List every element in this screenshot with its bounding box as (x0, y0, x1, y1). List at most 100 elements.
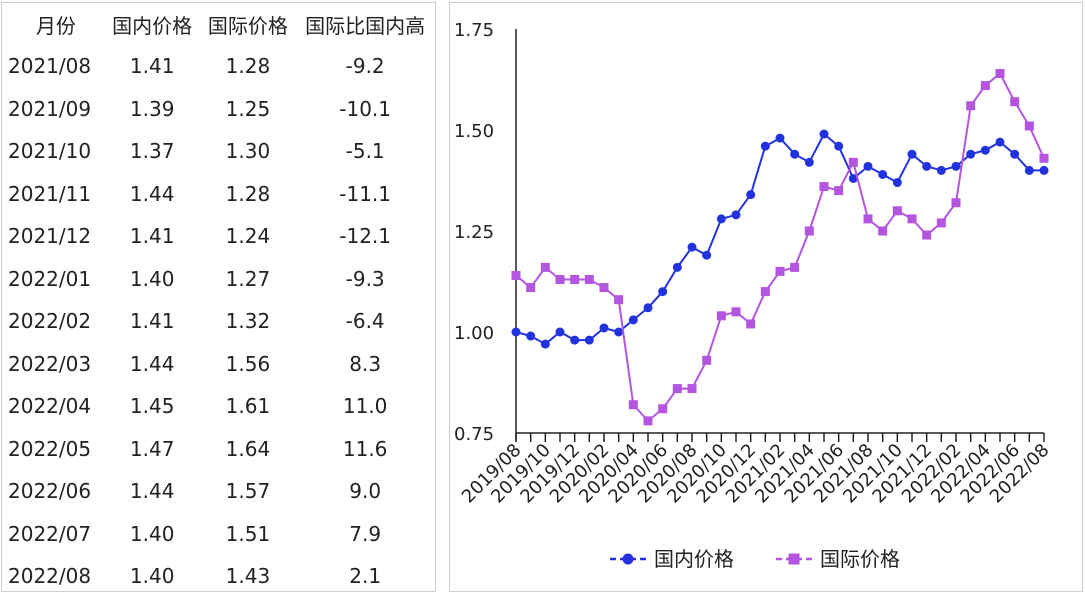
cell-international-price: 1.57 (225, 479, 271, 504)
cell-difference: 9.0 (349, 479, 382, 504)
data-point (555, 274, 565, 284)
data-point (936, 218, 946, 228)
data-point (878, 226, 888, 236)
price-table-panel: 月份 国内价格 国际价格 国际比国内高 2021/08 1.41 1.28 -9.2 2… (1, 2, 436, 592)
data-point (995, 137, 1005, 147)
cell-international-price: 1.61 (225, 394, 271, 419)
data-point (1039, 153, 1049, 163)
header-domestic-price: 国内价格 (112, 13, 193, 38)
cell-difference: -12.1 (339, 224, 392, 249)
data-point (848, 157, 858, 167)
data-point (790, 262, 800, 272)
data-point (775, 266, 785, 276)
cell-month: 2021/10 (8, 139, 92, 164)
data-point (878, 169, 888, 179)
cell-difference: 8.3 (349, 351, 382, 376)
data-point (672, 384, 682, 394)
data-point (1010, 97, 1020, 107)
cell-difference: 11.0 (342, 394, 388, 419)
data-point (555, 327, 565, 337)
data-point (760, 287, 770, 297)
data-point (511, 327, 521, 337)
cell-difference: 11.6 (342, 436, 388, 461)
header-difference: 国际比国内高 (305, 13, 426, 38)
data-point (863, 214, 873, 224)
data-point (907, 149, 917, 159)
y-tick-label: 1.00 (454, 323, 494, 344)
data-point (702, 250, 712, 260)
cell-international-price: 1.30 (225, 139, 271, 164)
header-month: 月份 (35, 13, 76, 38)
y-tick-label: 1.25 (454, 222, 494, 243)
cell-month: 2022/02 (8, 309, 92, 334)
data-point (951, 161, 961, 171)
series-line-1 (515, 132, 1044, 346)
cell-difference: -10.1 (339, 96, 392, 121)
data-point (716, 311, 726, 321)
data-point (584, 335, 594, 345)
data-point (907, 214, 917, 224)
cell-domestic-price: 1.40 (129, 521, 175, 546)
data-point (1024, 165, 1034, 175)
data-point (819, 129, 829, 139)
data-point (922, 161, 932, 171)
cell-international-price: 1.25 (225, 96, 271, 121)
data-point (936, 165, 946, 175)
data-point (628, 400, 638, 410)
cell-month: 2021/09 (8, 96, 92, 121)
cell-difference: -9.3 (345, 266, 385, 291)
cell-domestic-price: 1.41 (129, 54, 175, 79)
cell-international-price: 1.43 (225, 564, 271, 589)
data-point (672, 262, 682, 272)
legend-label: 国际价格 (820, 547, 900, 571)
cell-domestic-price: 1.40 (129, 266, 175, 291)
price-chart-panel: 1.75 1.50 1.25 1.00 0.75 2019/08 2019/10 2019/1… (449, 2, 1083, 592)
data-point (760, 141, 770, 151)
data-point (643, 303, 653, 313)
cell-difference: -5.1 (345, 139, 385, 164)
cell-month: 2021/11 (8, 181, 92, 206)
cell-difference: -9.2 (345, 54, 385, 79)
data-point (775, 133, 785, 143)
cell-domestic-price: 1.44 (129, 181, 175, 206)
data-point (834, 141, 844, 151)
data-point (540, 262, 550, 272)
y-tick-label: 0.75 (454, 424, 494, 445)
cell-domestic-price: 1.44 (129, 479, 175, 504)
data-point (687, 242, 697, 252)
table-row: 2022/01 1.40 1.27 -9.3 (8, 258, 435, 301)
data-point (922, 230, 932, 240)
price-line-chart: 1.751.501.251.000.752019/082019/102019/1… (454, 20, 1054, 571)
data-point (746, 319, 756, 329)
table-row: 2022/04 1.45 1.61 11.0 (8, 385, 435, 428)
data-point (863, 161, 873, 171)
data-point (658, 404, 668, 414)
data-point (848, 173, 858, 183)
cell-difference: 2.1 (349, 564, 382, 589)
cell-domestic-price: 1.47 (129, 436, 175, 461)
data-point (804, 226, 814, 236)
data-point (716, 214, 726, 224)
series-line-2 (515, 71, 1045, 423)
data-point (526, 283, 536, 293)
data-point (599, 283, 609, 293)
cell-international-price: 1.27 (225, 266, 271, 291)
legend-marker (622, 553, 634, 565)
cell-domestic-price: 1.37 (129, 139, 175, 164)
data-point (1039, 165, 1049, 175)
data-point (951, 198, 961, 208)
data-point (658, 287, 668, 297)
data-point (834, 186, 844, 196)
cell-international-price: 1.64 (225, 436, 271, 461)
table-row: 2021/12 1.41 1.24 -12.1 (8, 215, 435, 258)
data-point (1024, 121, 1034, 131)
data-point (643, 416, 653, 426)
data-point (966, 101, 976, 111)
data-point (892, 178, 902, 188)
cell-domestic-price: 1.39 (129, 96, 175, 121)
cell-month: 2021/08 (8, 54, 92, 79)
table-row: 2021/10 1.37 1.30 -5.1 (8, 130, 435, 173)
header-international-price: 国际价格 (207, 13, 288, 38)
cell-domestic-price: 1.41 (129, 224, 175, 249)
data-point (702, 355, 712, 365)
